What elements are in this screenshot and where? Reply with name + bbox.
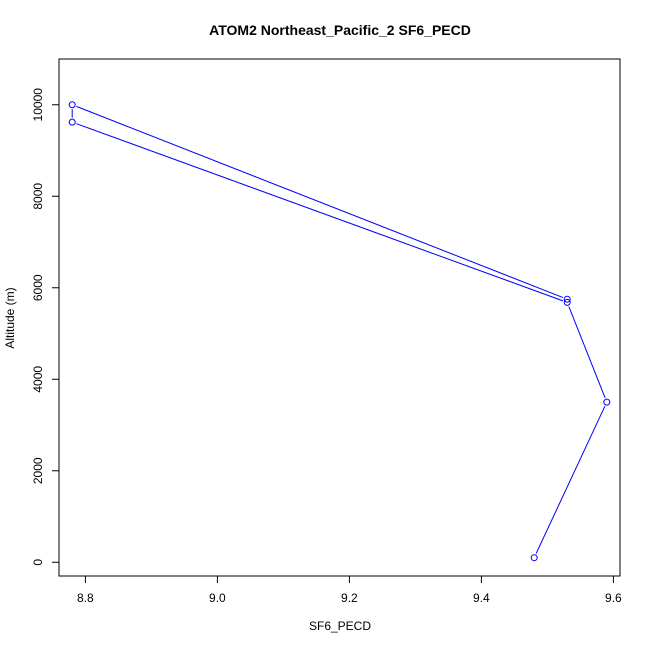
y-tick-label: 6000	[31, 274, 45, 301]
x-tick-label: 9.6	[605, 591, 622, 605]
y-tick-label: 4000	[31, 366, 45, 393]
x-tick-label: 9.4	[473, 591, 490, 605]
x-axis: 8.8 9.0 9.2 9.4 9.6	[77, 575, 622, 605]
chart-title: ATOM2 Northeast_Pacific_2 SF6_PECD	[209, 22, 471, 38]
y-tick-label: 10000	[31, 88, 45, 122]
series-line-segment	[535, 406, 606, 554]
data-point	[563, 295, 571, 303]
x-axis-label: SF6_PECD	[309, 619, 371, 633]
series-group	[68, 101, 611, 562]
y-tick-label: 8000	[31, 183, 45, 210]
y-tick-label: 2000	[31, 457, 45, 484]
series-line-segment	[76, 105, 564, 299]
data-point	[68, 118, 76, 126]
x-tick-label: 9.2	[341, 591, 358, 605]
data-point	[530, 554, 538, 562]
data-point	[563, 298, 571, 306]
series-line-segment	[568, 306, 606, 399]
y-axis: 0 2000 4000 6000 8000 10000	[31, 88, 60, 566]
data-point	[68, 101, 76, 109]
x-tick-label: 9.0	[209, 591, 226, 605]
data-point	[603, 398, 611, 406]
y-tick-label: 0	[31, 559, 45, 566]
x-tick-label: 8.8	[77, 591, 94, 605]
series-line-segment	[76, 123, 564, 302]
plot-frame	[58, 58, 621, 577]
y-axis-label: Altitude (m)	[3, 287, 17, 348]
